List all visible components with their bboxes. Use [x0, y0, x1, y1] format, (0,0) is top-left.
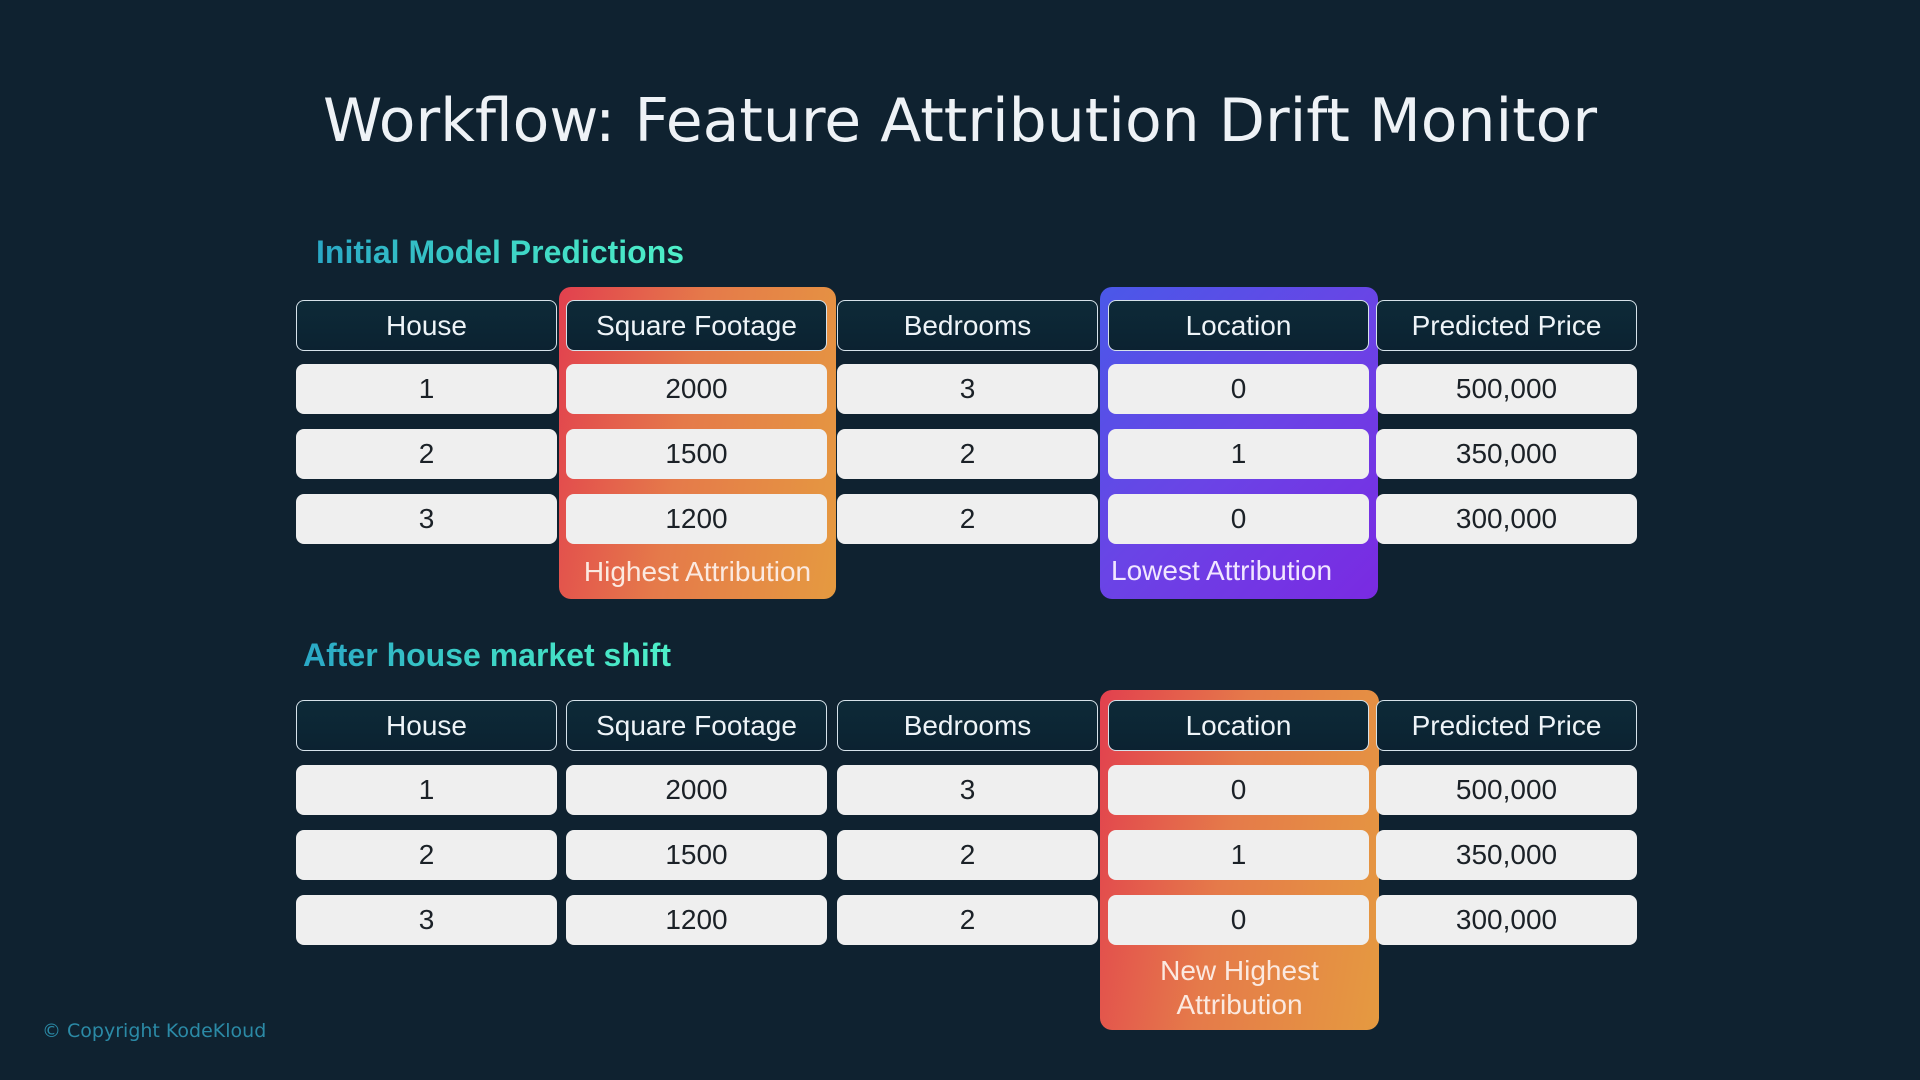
- cell-house: 3: [296, 494, 557, 544]
- cell-house: 3: [296, 895, 557, 945]
- cell-predicted-price: 300,000: [1376, 895, 1637, 945]
- cell-square-footage: 2000: [566, 765, 827, 815]
- highlight-label-new-highest: New Highest Attribution: [1100, 954, 1379, 1022]
- cell-bedrooms: 2: [837, 429, 1098, 479]
- column-header-bedrooms: Bedrooms: [837, 700, 1098, 751]
- cell-house: 1: [296, 765, 557, 815]
- cell-house: 1: [296, 364, 557, 414]
- cell-square-footage: 2000: [566, 364, 827, 414]
- cell-bedrooms: 2: [837, 494, 1098, 544]
- column-header-location: Location: [1108, 700, 1369, 751]
- cell-location: 0: [1108, 895, 1369, 945]
- cell-square-footage: 1200: [566, 494, 827, 544]
- column-header-bedrooms: Bedrooms: [837, 300, 1098, 351]
- highlight-label-line1: New Highest: [1160, 955, 1319, 986]
- copyright-footer: © Copyright KodeKloud: [42, 1020, 267, 1042]
- column-header-predicted-price: Predicted Price: [1376, 300, 1637, 351]
- column-header-square-footage: Square Footage: [566, 300, 827, 351]
- cell-square-footage: 1500: [566, 429, 827, 479]
- cell-bedrooms: 3: [837, 765, 1098, 815]
- column-header-square-footage: Square Footage: [566, 700, 827, 751]
- column-header-predicted-price: Predicted Price: [1376, 700, 1637, 751]
- cell-predicted-price: 500,000: [1376, 364, 1637, 414]
- column-header-house: House: [296, 300, 557, 351]
- cell-location: 1: [1108, 429, 1369, 479]
- cell-square-footage: 1500: [566, 830, 827, 880]
- cell-predicted-price: 300,000: [1376, 494, 1637, 544]
- cell-house: 2: [296, 429, 557, 479]
- cell-location: 0: [1108, 494, 1369, 544]
- cell-predicted-price: 350,000: [1376, 830, 1637, 880]
- section-heading-after-shift: After house market shift: [303, 637, 672, 673]
- cell-location: 0: [1108, 364, 1369, 414]
- cell-predicted-price: 500,000: [1376, 765, 1637, 815]
- page-title: Workflow: Feature Attribution Drift Moni…: [322, 86, 1598, 156]
- column-header-location: Location: [1108, 300, 1369, 351]
- cell-bedrooms: 2: [837, 830, 1098, 880]
- cell-location: 0: [1108, 765, 1369, 815]
- column-header-house: House: [296, 700, 557, 751]
- cell-predicted-price: 350,000: [1376, 429, 1637, 479]
- highlight-label-line2: Attribution: [1176, 989, 1303, 1020]
- cell-bedrooms: 3: [837, 364, 1098, 414]
- section-heading-initial: Initial Model Predictions: [316, 234, 685, 270]
- cell-house: 2: [296, 830, 557, 880]
- highlight-label-highest: Highest Attribution: [583, 556, 812, 587]
- cell-bedrooms: 2: [837, 895, 1098, 945]
- highlight-label-lowest: Lowest Attribution: [1111, 555, 1333, 586]
- cell-location: 1: [1108, 830, 1369, 880]
- cell-square-footage: 1200: [566, 895, 827, 945]
